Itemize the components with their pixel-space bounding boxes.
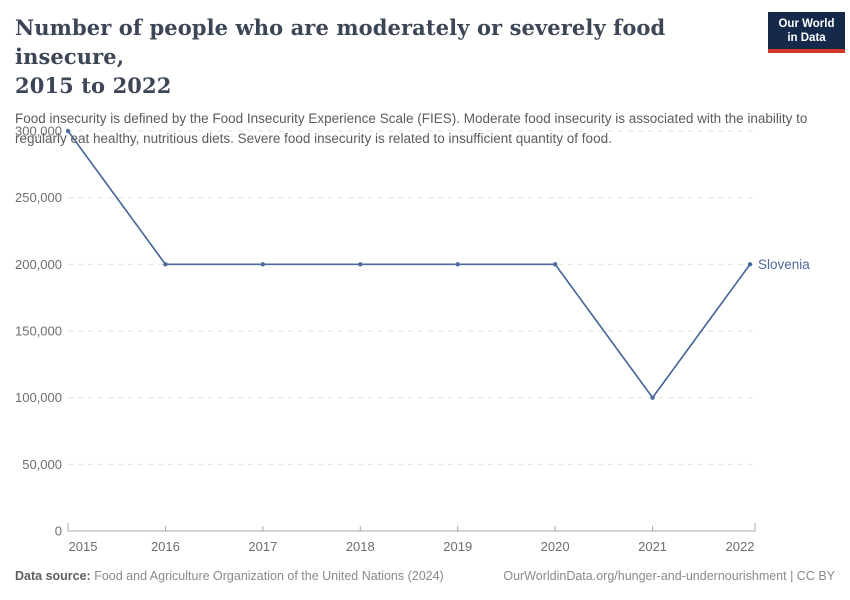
y-axis-label: 200,000 bbox=[15, 257, 62, 272]
data-point[interactable] bbox=[65, 128, 71, 134]
owid-logo: Our World in Data bbox=[768, 12, 845, 53]
x-axis-label: 2016 bbox=[151, 539, 180, 554]
data-source-label: Data source: bbox=[15, 569, 91, 583]
data-point[interactable] bbox=[455, 262, 460, 267]
y-axis-label: 300,000 bbox=[15, 124, 62, 139]
data-source-text: Food and Agriculture Organization of the… bbox=[90, 569, 444, 583]
chart-title-line2: 2015 to 2022 bbox=[15, 73, 172, 98]
data-point[interactable] bbox=[650, 395, 655, 400]
credit-link[interactable]: OurWorldinData.org/hunger-and-undernouri… bbox=[503, 569, 835, 583]
x-axis-label: 2019 bbox=[443, 539, 472, 554]
data-source: Data source: Food and Agriculture Organi… bbox=[15, 569, 444, 583]
owid-logo-line1: Our World bbox=[778, 18, 835, 30]
data-point[interactable] bbox=[552, 262, 558, 267]
data-point[interactable] bbox=[163, 262, 168, 267]
data-line[interactable] bbox=[67, 130, 751, 399]
owid-logo-red-bar bbox=[768, 49, 845, 53]
y-axis-label: 50,000 bbox=[22, 457, 62, 472]
y-axis-label: 100,000 bbox=[15, 390, 62, 405]
y-axis-label: 0 bbox=[55, 524, 62, 539]
y-axis-label: 150,000 bbox=[15, 324, 62, 339]
owid-logo-text: Our World in Data bbox=[768, 12, 845, 49]
y-axis-label: 250,000 bbox=[15, 190, 62, 205]
series-label: Slovenia bbox=[758, 257, 810, 272]
x-axis-label: 2021 bbox=[638, 539, 667, 554]
data-point[interactable] bbox=[358, 262, 363, 267]
data-point[interactable] bbox=[747, 262, 753, 267]
chart-subtitle: Food insecurity is defined by the Food I… bbox=[15, 111, 808, 146]
chart-footer: Data source: Food and Agriculture Organi… bbox=[15, 569, 835, 583]
x-axis-label: 2020 bbox=[541, 539, 570, 554]
chart-header: Number of people who are moderately or s… bbox=[15, 13, 807, 149]
x-axis-label: 2018 bbox=[346, 539, 375, 554]
data-point[interactable] bbox=[260, 262, 266, 267]
x-axis-label: 2015 bbox=[69, 539, 98, 554]
chart-title-line1: Number of people who are moderately or s… bbox=[15, 15, 666, 69]
x-axis-label: 2022 bbox=[726, 539, 755, 554]
x-axis-label: 2017 bbox=[248, 539, 277, 554]
owid-logo-line2: in Data bbox=[787, 32, 826, 44]
